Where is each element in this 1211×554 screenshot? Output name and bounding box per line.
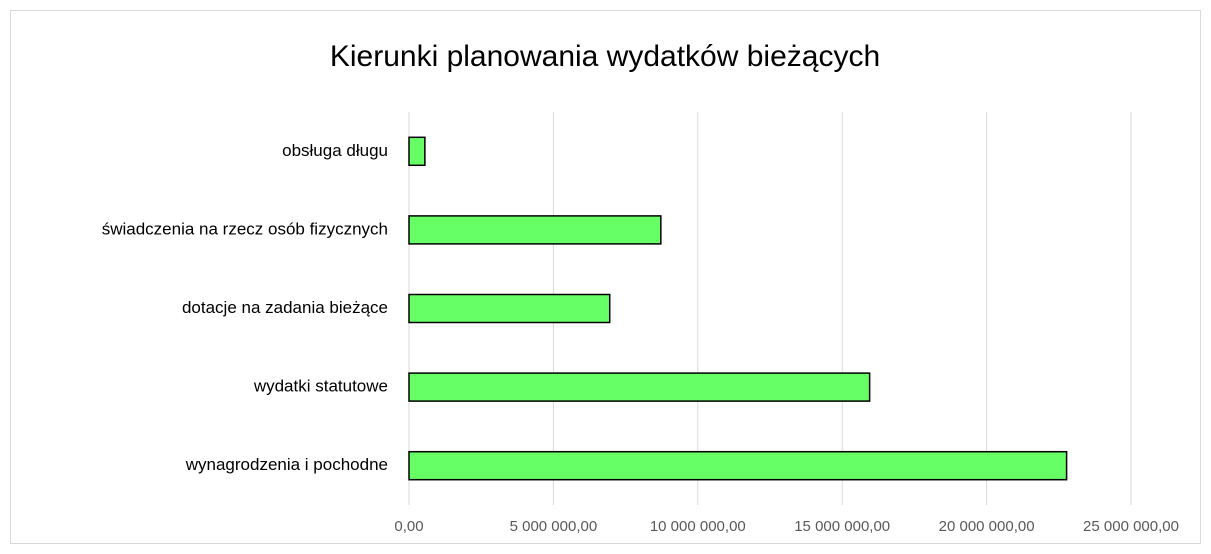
bar — [408, 372, 871, 402]
chart-title: Kierunki planowania wydatków bieżących — [330, 40, 880, 73]
bar — [408, 450, 1068, 481]
y-tick-label: obsługa długu — [282, 141, 388, 160]
bar — [408, 136, 426, 167]
x-tick-label: 25 000 000,00 — [1083, 518, 1179, 535]
x-tick-label: 0,00 — [394, 518, 423, 535]
y-tick-label: wynagrodzenia i pochodne — [185, 455, 388, 474]
x-tick-label: 5 000 000,00 — [510, 518, 598, 535]
y-tick-label: dotacje na zadania bieżące — [182, 298, 388, 317]
x-tick-label: 10 000 000,00 — [650, 518, 746, 535]
bar — [408, 293, 611, 324]
bar — [408, 215, 662, 245]
y-tick-label: wydatki statutowe — [253, 377, 388, 396]
y-tick-label: świadczenia na rzecz osób fizycznych — [102, 219, 388, 238]
x-tick-label: 15 000 000,00 — [794, 518, 890, 535]
x-tick-label: 20 000 000,00 — [939, 518, 1035, 535]
